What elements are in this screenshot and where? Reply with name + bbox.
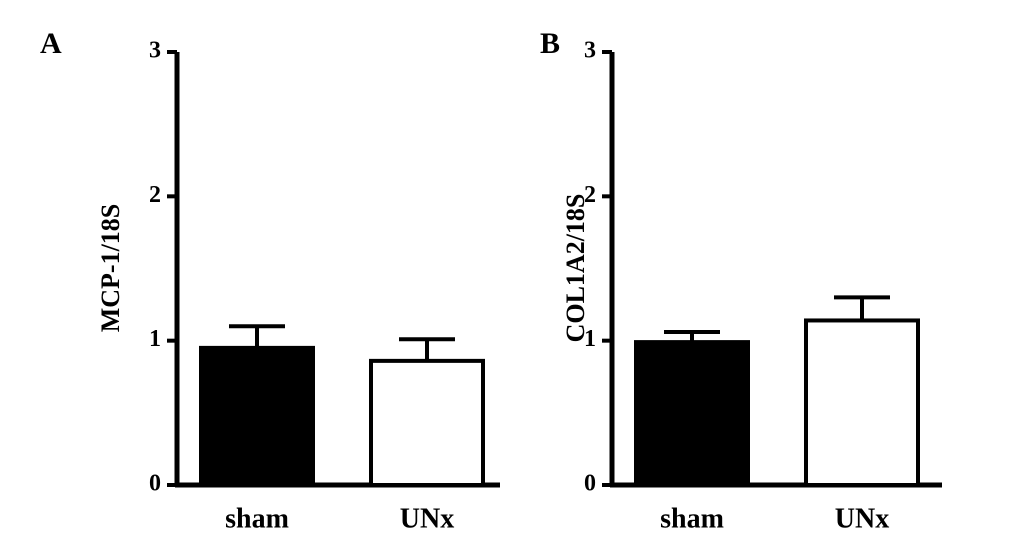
y-tick-label: 2: [584, 182, 596, 208]
y-axis-label: COL1A2/18S: [561, 194, 590, 343]
y-tick-label: 0: [584, 471, 596, 497]
panel-label: B: [540, 27, 560, 60]
panel-label: A: [40, 27, 62, 60]
bar: [369, 358, 485, 487]
y-axis-label: MCP-1/18S: [96, 204, 125, 333]
y-tick-label: 1: [584, 326, 596, 352]
x-tick-label: sham: [660, 503, 724, 534]
y-tick-label: 1: [149, 326, 161, 352]
bar: [634, 340, 750, 487]
y-tick-label: 3: [584, 38, 596, 64]
x-tick-label: UNx: [835, 503, 889, 534]
x-tick-label: UNx: [400, 503, 454, 534]
bar: [199, 345, 315, 487]
bar: [804, 318, 920, 487]
x-tick-label: sham: [225, 503, 289, 534]
y-tick-label: 2: [149, 182, 161, 208]
y-tick-label: 0: [149, 471, 161, 497]
y-tick-label: 3: [149, 38, 161, 64]
